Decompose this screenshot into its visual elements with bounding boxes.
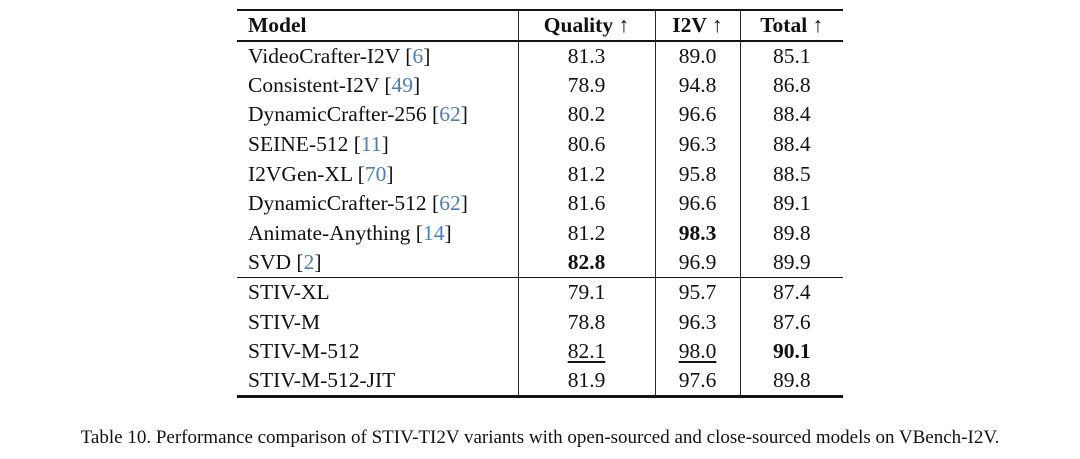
total-score: 86.8 (739, 70, 843, 101)
table-row: STIV-XL 79.1 95.7 87.4 (237, 277, 843, 308)
model-name-cell: STIV-M-512-JIT (248, 368, 396, 393)
model-name-cell: DynamicCrafter-512 [62] (248, 191, 468, 216)
quality-score: 78.8 (517, 307, 655, 337)
column-header-model: Model (237, 10, 518, 42)
citation-link[interactable]: 49 (391, 72, 414, 97)
table-row: Animate-Anything [14] 81.2 98.3 89.8 (237, 218, 843, 249)
i2v-score: 89.0 (654, 41, 740, 71)
i2v-score: 96.6 (654, 188, 740, 219)
total-score: 89.9 (739, 248, 843, 278)
table-row: DynamicCrafter-512 [62] 81.6 96.6 89.1 (237, 188, 843, 219)
quality-score: 79.1 (517, 277, 655, 308)
i2v-score: 97.6 (654, 366, 740, 397)
quality-score: 81.9 (517, 366, 655, 397)
table-row: STIV-M-512-JIT 81.9 97.6 89.8 (237, 366, 843, 397)
citation-link[interactable]: 62 (439, 191, 461, 216)
i2v-score: 96.9 (654, 248, 740, 278)
model-name-cell: STIV-M (248, 309, 321, 334)
results-table: Model Quality ↑ I2V ↑ Total ↑ VideoCraft… (237, 9, 843, 398)
quality-score: 81.3 (517, 41, 655, 71)
i2v-score: 95.8 (654, 159, 740, 189)
i2v-score: 96.6 (654, 100, 740, 130)
citation-link[interactable]: 2 (303, 250, 315, 275)
citation-link[interactable]: 62 (439, 102, 461, 127)
model-name-cell: Consistent-I2V [49] (248, 72, 421, 97)
total-score: 88.5 (739, 159, 843, 189)
quality-score: 80.6 (517, 129, 655, 160)
i2v-score: 94.8 (654, 70, 740, 101)
table-row: SEINE-512 [11] 80.6 96.3 88.4 (237, 129, 843, 160)
table-row: DynamicCrafter-256 [62] 80.2 96.6 88.4 (237, 100, 843, 130)
table-body: VideoCrafter-I2V [6] 81.3 89.0 85.1 Consiste… (237, 41, 843, 397)
total-score: 89.1 (739, 188, 843, 219)
quality-score: 82.1 (517, 336, 655, 367)
quality-score: 81.2 (517, 218, 655, 249)
i2v-score: 96.3 (654, 129, 740, 160)
model-name-cell: SEINE-512 [11] (248, 132, 389, 157)
i2v-score: 96.3 (654, 307, 740, 337)
table-row: STIV-M 78.8 96.3 87.6 (237, 307, 843, 337)
results-table-container: Model Quality ↑ I2V ↑ Total ↑ VideoCraft… (237, 9, 843, 398)
table-caption: Table 10. Performance comparison of STIV… (80, 427, 1000, 448)
table-header-row: Model Quality ↑ I2V ↑ Total ↑ (237, 10, 843, 42)
table-header: Model Quality ↑ I2V ↑ Total ↑ (237, 10, 843, 42)
total-score: 89.8 (739, 218, 843, 249)
i2v-score: 95.7 (654, 277, 740, 308)
table-row: I2VGen-XL [70] 81.2 95.8 88.5 (237, 159, 843, 189)
total-score: 85.1 (739, 41, 843, 71)
total-score: 87.4 (739, 277, 843, 308)
model-name-cell: I2VGen-XL [70] (248, 161, 394, 186)
model-name-cell: STIV-XL (237, 277, 518, 308)
model-name-cell: Animate-Anything [14] (248, 220, 452, 245)
table-row: VideoCrafter-I2V [6] 81.3 89.0 85.1 (237, 41, 843, 71)
quality-score: 78.9 (517, 70, 655, 101)
total-score: 87.6 (739, 307, 843, 337)
citation-link[interactable]: 14 (422, 220, 445, 245)
i2v-score: 98.0 (654, 336, 740, 367)
quality-score: 82.8 (517, 248, 655, 278)
model-name-cell: DynamicCrafter-256 [62] (248, 102, 468, 127)
column-header-quality: Quality ↑ (517, 10, 655, 42)
quality-score: 81.6 (517, 188, 655, 219)
total-score: 88.4 (739, 129, 843, 160)
quality-score: 81.2 (517, 159, 655, 189)
quality-score: 80.2 (517, 100, 655, 130)
citation-link[interactable]: 6 (412, 43, 424, 68)
table-row: SVD [2] 82.8 96.9 89.9 (237, 248, 843, 278)
total-score: 88.4 (739, 100, 843, 130)
citation-link[interactable]: 70 (364, 161, 387, 186)
i2v-score: 98.3 (654, 218, 740, 249)
column-header-total: Total ↑ (739, 10, 843, 42)
table-row: STIV-M-512 82.1 98.0 90.1 (237, 336, 843, 367)
total-score: 89.8 (739, 366, 843, 397)
model-name-cell: VideoCrafter-I2V [6] (248, 43, 431, 68)
model-name-cell: STIV-M-512 (248, 339, 360, 364)
table-row: Consistent-I2V [49] 78.9 94.8 86.8 (237, 70, 843, 101)
column-header-i2v: I2V ↑ (654, 10, 740, 42)
total-score: 90.1 (739, 336, 843, 367)
model-name-cell: SVD [2] (248, 250, 322, 275)
citation-link[interactable]: 11 (360, 132, 382, 157)
